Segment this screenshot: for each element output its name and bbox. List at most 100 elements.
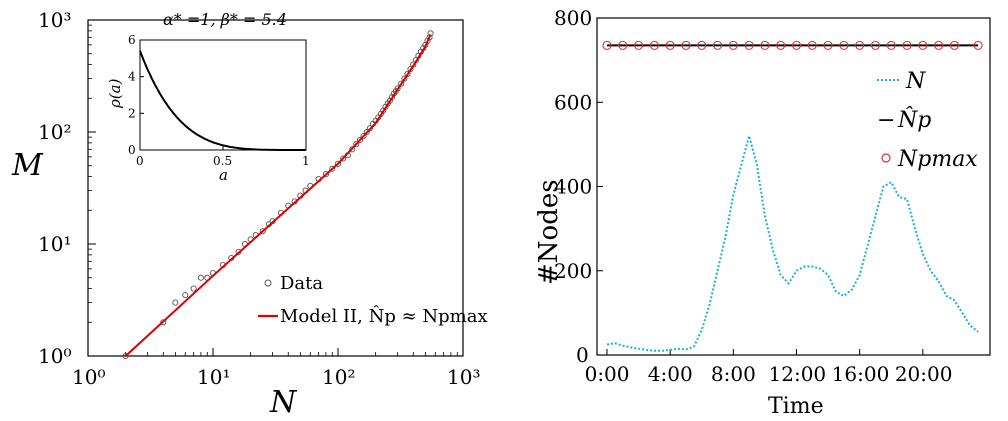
right-y-tick-label: 0	[576, 343, 589, 367]
data-point	[259, 228, 266, 235]
right-y-tick-label: 600	[554, 90, 592, 114]
series-npmax-point	[602, 40, 612, 50]
right-marks	[602, 40, 983, 352]
y-tick-label: 10¹	[38, 232, 71, 256]
series-npmax-point	[855, 40, 865, 50]
series-npmax-point	[791, 40, 802, 50]
left-plot-frame	[87, 19, 464, 357]
data-point	[190, 285, 197, 292]
x-tick-label: 10²	[322, 365, 355, 389]
data-point	[340, 155, 347, 162]
data-point	[401, 75, 408, 82]
data-point	[398, 80, 405, 87]
right-y-tick-label: 400	[554, 175, 592, 199]
right-chart: 0 200 400 600 800 0:00 4:00 8:00 12:00 16:00 20:00…	[534, 6, 991, 419]
right-xlabel: Time	[768, 394, 824, 419]
left-legend: Data Model II, N̂p ≈ Npmax	[258, 273, 488, 327]
inset-curve	[139, 50, 306, 151]
data-point	[122, 352, 129, 360]
data-point	[404, 70, 411, 77]
x-tick-label: 10³	[447, 365, 480, 389]
series-npmax-point	[902, 40, 912, 50]
series-npmax-point	[665, 40, 675, 50]
data-point	[322, 171, 329, 178]
series-npmax-point	[618, 40, 628, 50]
x-tick-label: 10⁰	[72, 365, 105, 389]
left-ylabel: M	[11, 148, 44, 183]
series-npmax-point	[823, 40, 833, 50]
data-point	[356, 136, 364, 143]
model-line	[124, 34, 432, 357]
inset-ylabel: ρ(a)	[106, 78, 124, 109]
data-point	[197, 274, 204, 281]
inset-title: α* =1, β* = 5.4	[163, 10, 287, 29]
series-npmax-point	[973, 40, 983, 50]
series-npmax-point	[649, 40, 659, 50]
series-npmax-point	[634, 40, 644, 50]
right-y-tick-label: 800	[554, 6, 592, 30]
right-x-tick-label: 16:00	[832, 362, 890, 386]
series-npmax-point	[681, 40, 691, 50]
legend-model-label: Model II, N̂p ≈ Npmax	[280, 305, 488, 327]
series-npmax-point	[744, 40, 754, 50]
series-npmax-point	[886, 40, 896, 50]
inset-y-tick-label: 4	[128, 70, 136, 84]
inset-x-tick-label: 0	[136, 154, 144, 168]
inset-y-tick-label: 6	[128, 33, 136, 47]
right-x-tick-label: 4:00	[648, 362, 693, 386]
data-point	[172, 299, 179, 306]
legend-np-label: N̂p	[897, 107, 931, 133]
legend-data-label: Data	[280, 273, 323, 294]
y-tick-label: 10³	[38, 8, 71, 32]
series-npmax-point	[760, 40, 770, 50]
legend-data-marker	[264, 279, 272, 287]
series-npmax-point	[918, 40, 928, 50]
series-npmax-point	[807, 40, 817, 50]
legend-npmax-label: Npmax	[897, 147, 978, 172]
inset-y-tick-label: 0	[128, 143, 136, 157]
data-point	[360, 133, 367, 140]
data-point	[329, 165, 336, 172]
data-point	[349, 146, 356, 153]
data-point	[353, 141, 360, 148]
series-npmax-point	[934, 40, 944, 50]
right-x-tick-label: 12:00	[769, 362, 827, 386]
series-n-line	[606, 132, 979, 352]
right-x-tick-label: 8:00	[711, 362, 756, 386]
y-tick-label: 10²	[38, 120, 71, 144]
legend-np-dash: −	[877, 108, 895, 133]
inset-xlabel: a	[219, 166, 228, 184]
y-tick-label: 10⁰	[38, 344, 71, 368]
inset-ticks: 0 0.5 1 0 2 4 6	[128, 33, 310, 168]
series-npmax-point	[712, 40, 723, 50]
right-x-tick-label: 20:00	[895, 362, 953, 386]
legend-n-label: N	[905, 69, 926, 94]
series-npmax-point	[839, 40, 849, 50]
inset-frame	[139, 39, 307, 151]
right-x-tick-label: 0:00	[585, 362, 630, 386]
inset-chart: α* =1, β* = 5.4 0 0.5 1 0 2 4 6 ρ(a) a	[106, 10, 310, 184]
series-npmax-point	[870, 40, 881, 50]
data-point	[182, 292, 189, 299]
left-marks	[122, 30, 434, 360]
series-npmax-point	[697, 40, 707, 50]
data-point	[334, 160, 342, 167]
right-y-tick-label: 200	[554, 259, 592, 283]
series-npmax-point	[776, 40, 786, 50]
series-npmax-point	[728, 40, 738, 50]
inset-x-tick-label: 0.5	[213, 154, 232, 168]
right-ticks: 0 200 400 600 800 0:00 4:00 8:00 12:00 16:00 20:00	[554, 6, 952, 386]
data-point	[366, 125, 373, 132]
data-point	[363, 128, 370, 136]
right-ylabel: #Nodes	[534, 179, 564, 285]
legend-npmax-marker	[881, 153, 891, 163]
data-point	[160, 319, 167, 326]
series-npmax-point	[949, 40, 959, 50]
inset-x-tick-label: 1	[302, 154, 310, 168]
left-xlabel: N	[269, 385, 298, 420]
inset-y-tick-label: 2	[128, 106, 136, 120]
x-tick-label: 10¹	[197, 365, 230, 389]
